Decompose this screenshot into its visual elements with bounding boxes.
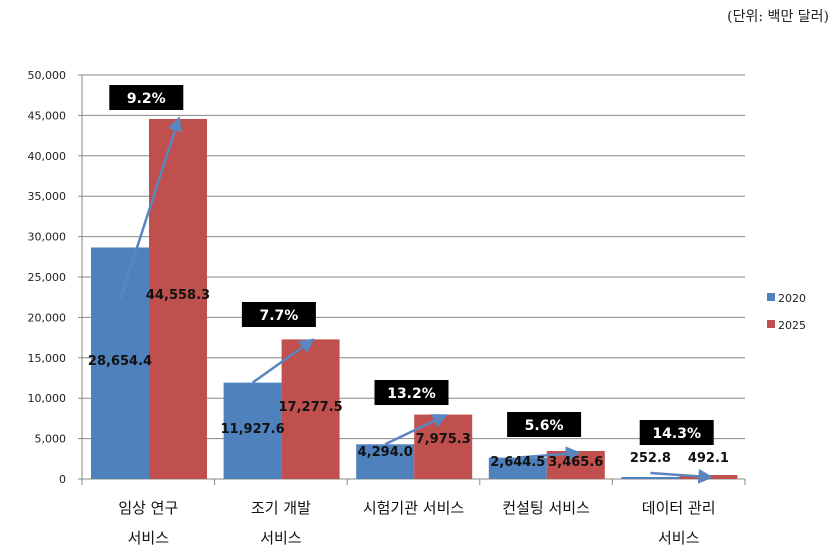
y-tick-label: 20,000 — [28, 311, 67, 324]
bar-2020 — [621, 476, 680, 479]
category-label: 임상 연구 — [118, 499, 178, 517]
data-label-2020: 252.8 — [630, 451, 671, 466]
growth-badge — [507, 412, 582, 437]
data-label-2020: 28,654.4 — [88, 354, 152, 369]
data-label-2020: 2,644.5 — [490, 455, 545, 470]
unit-label: (단위: 백만 달러) — [727, 9, 829, 25]
data-label-2025: 44,558.3 — [146, 288, 210, 303]
legend-swatch-2020 — [767, 293, 775, 301]
y-tick-label: 15,000 — [28, 352, 67, 365]
data-label-2025: 3,465.6 — [548, 455, 603, 470]
legend-swatch-2025 — [767, 320, 775, 328]
growth-label: 9.2% — [127, 91, 166, 107]
growth-badge — [109, 85, 184, 110]
growth-badge — [374, 380, 449, 405]
y-tick-label: 50,000 — [28, 69, 67, 82]
y-tick-label: 0 — [59, 473, 66, 486]
bar-2025 — [281, 339, 340, 479]
category-label: 시험기관 서비스 — [363, 499, 465, 517]
y-tick-label: 25,000 — [28, 271, 67, 284]
category-label: 서비스 — [128, 529, 170, 547]
growth-label: 7.7% — [259, 308, 298, 324]
growth-badge — [241, 302, 316, 327]
category-label: 서비스 — [260, 529, 302, 547]
legend-label: 2025 — [778, 319, 806, 332]
y-tick-label: 10,000 — [28, 392, 67, 405]
growth-arrow — [251, 338, 315, 384]
data-label-2025: 492.1 — [688, 451, 729, 466]
y-tick-label: 45,000 — [28, 109, 67, 122]
category-label: 컨설팅 서비스 — [502, 499, 590, 517]
category-label: 서비스 — [658, 529, 700, 547]
legend-label: 2020 — [778, 292, 806, 305]
category-label: 조기 개발 — [251, 499, 311, 517]
growth-arrow — [118, 116, 183, 301]
bar-2020 — [223, 382, 282, 479]
growth-arrow — [384, 414, 448, 446]
data-label-2020: 11,927.6 — [221, 422, 285, 437]
category-label: 데이터 관리 — [642, 499, 716, 517]
bar-2020 — [356, 444, 415, 479]
data-label-2020: 4,294.0 — [358, 445, 413, 460]
data-label-2025: 7,975.3 — [416, 432, 471, 447]
growth-badge — [639, 420, 714, 445]
bar-2020 — [91, 247, 149, 479]
y-tick-label: 5,000 — [35, 433, 67, 446]
growth-arrow — [650, 468, 714, 484]
growth-label: 13.2% — [387, 386, 436, 402]
growth-label: 14.3% — [652, 426, 701, 442]
bar-2020 — [488, 457, 547, 479]
y-tick-label: 30,000 — [28, 231, 67, 244]
y-tick-label: 35,000 — [28, 190, 67, 203]
y-tick-label: 40,000 — [28, 150, 67, 163]
growth-arrow — [517, 446, 581, 462]
data-label-2025: 17,277.5 — [279, 400, 343, 415]
growth-label: 5.6% — [525, 418, 564, 434]
